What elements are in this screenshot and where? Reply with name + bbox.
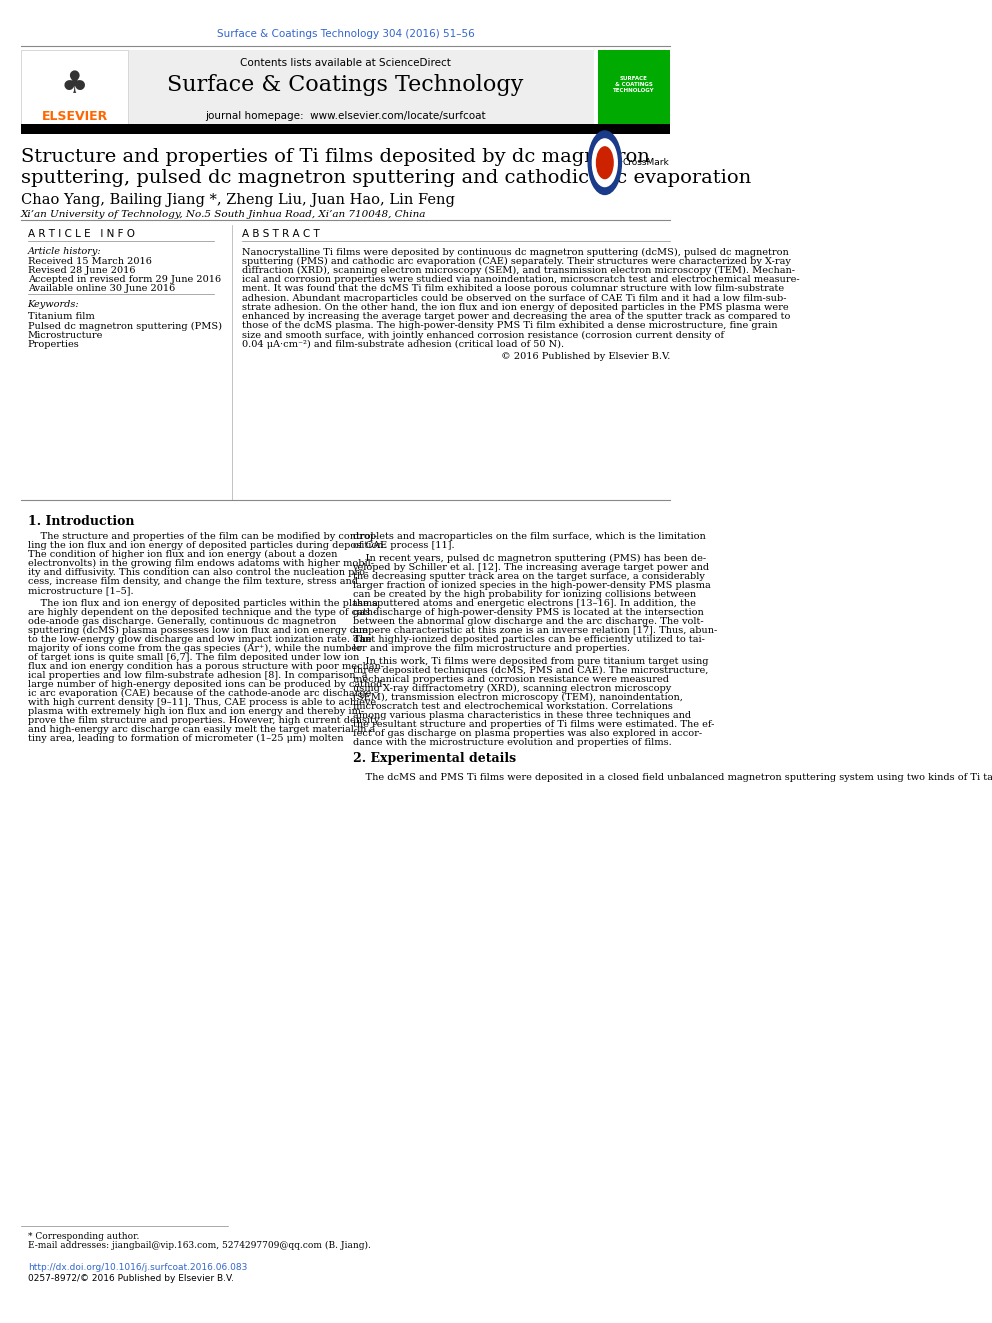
Text: diffraction (XRD), scanning electron microscopy (SEM), and transmission electron: diffraction (XRD), scanning electron mic…: [242, 266, 795, 275]
Text: E-mail addresses: jiangbail@vip.163.com, 5274297709@qq.com (B. Jiang).: E-mail addresses: jiangbail@vip.163.com,…: [28, 1241, 371, 1250]
Text: (SEM), transmission electron microscopy (TEM), nanoindentation,: (SEM), transmission electron microscopy …: [352, 693, 682, 701]
Text: dance with the microstructure evolution and properties of films.: dance with the microstructure evolution …: [352, 738, 672, 746]
Text: of target ions is quite small [6,7]. The film deposited under low ion: of target ions is quite small [6,7]. The…: [28, 652, 359, 662]
Text: ic arc evaporation (CAE) because of the cathode-anode arc discharge: ic arc evaporation (CAE) because of the …: [28, 689, 371, 697]
Text: 1. Introduction: 1. Introduction: [28, 515, 134, 528]
Text: Keywords:: Keywords:: [28, 300, 79, 310]
Text: Article history:: Article history:: [28, 247, 101, 257]
Text: to the low-energy glow discharge and low impact ionization rate. The: to the low-energy glow discharge and low…: [28, 635, 371, 644]
Text: Properties: Properties: [28, 340, 79, 349]
Text: those of the dcMS plasma. The high-power-density PMS Ti film exhibited a dense m: those of the dcMS plasma. The high-power…: [242, 321, 778, 331]
Text: veloped by Schiller et al. [12]. The increasing average target power and: veloped by Schiller et al. [12]. The inc…: [352, 562, 709, 572]
Text: and high-energy arc discharge can easily melt the target material in a: and high-energy arc discharge can easily…: [28, 725, 375, 734]
Text: strate adhesion. On the other hand, the ion flux and ion energy of deposited par: strate adhesion. On the other hand, the …: [242, 303, 789, 312]
Text: of CAE process [11].: of CAE process [11].: [352, 541, 454, 550]
Text: among various plasma characteristics in these three techniques and: among various plasma characteristics in …: [352, 710, 690, 720]
Text: with high current density [9–11]. Thus, CAE process is able to achieve: with high current density [9–11]. Thus, …: [28, 697, 376, 706]
Text: journal homepage:  www.elsevier.com/locate/surfcoat: journal homepage: www.elsevier.com/locat…: [205, 111, 486, 122]
Text: flux and ion energy condition has a porous structure with poor mechan-: flux and ion energy condition has a poro…: [28, 662, 384, 671]
Text: Contents lists available at ScienceDirect: Contents lists available at ScienceDirec…: [240, 58, 451, 69]
FancyBboxPatch shape: [21, 50, 128, 126]
Text: ment. It was found that the dcMS Ti film exhibited a loose porous columnar struc: ment. It was found that the dcMS Ti film…: [242, 284, 784, 294]
Text: the sputtered atoms and energetic electrons [13–16]. In addition, the: the sputtered atoms and energetic electr…: [352, 599, 695, 607]
Text: the resultant structure and properties of Ti films were estimated. The ef-: the resultant structure and properties o…: [352, 720, 714, 729]
Text: In recent years, pulsed dc magnetron sputtering (PMS) has been de-: In recent years, pulsed dc magnetron spu…: [352, 554, 705, 562]
Text: prove the film structure and properties. However, high current density: prove the film structure and properties.…: [28, 716, 379, 725]
Text: sputtering (PMS) and cathodic arc evaporation (CAE) separately. Their structures: sputtering (PMS) and cathodic arc evapor…: [242, 257, 791, 266]
Text: * Corresponding author.: * Corresponding author.: [28, 1232, 139, 1241]
Text: Nanocrystalline Ti films were deposited by continuous dc magnetron sputtering (d: Nanocrystalline Ti films were deposited …: [242, 247, 789, 257]
Text: sputtering, pulsed dc magnetron sputtering and cathodic arc evaporation: sputtering, pulsed dc magnetron sputteri…: [21, 169, 751, 188]
Text: large number of high-energy deposited ions can be produced by cathod-: large number of high-energy deposited io…: [28, 680, 385, 689]
Text: Chao Yang, Bailing Jiang *, Zheng Liu, Juan Hao, Lin Feng: Chao Yang, Bailing Jiang *, Zheng Liu, J…: [21, 193, 454, 208]
Text: ling the ion flux and ion energy of deposited particles during deposition.: ling the ion flux and ion energy of depo…: [28, 541, 386, 550]
Text: electronvolts) in the growing film endows adatoms with higher mobil-: electronvolts) in the growing film endow…: [28, 558, 374, 568]
Text: Pulsed dc magnetron sputtering (PMS): Pulsed dc magnetron sputtering (PMS): [28, 321, 221, 331]
Text: lor and improve the film microstructure and properties.: lor and improve the film microstructure …: [352, 644, 630, 652]
Text: plasma with extremely high ion flux and ion energy and thereby im-: plasma with extremely high ion flux and …: [28, 706, 364, 716]
Text: SURFACE
& COATINGS
TECHNOLOGY: SURFACE & COATINGS TECHNOLOGY: [613, 75, 655, 94]
Text: cess, increase film density, and change the film texture, stress and: cess, increase film density, and change …: [28, 577, 358, 586]
Text: larger fraction of ionized species in the high-power-density PMS plasma: larger fraction of ionized species in th…: [352, 581, 710, 590]
Text: tiny area, leading to formation of micrometer (1–25 μm) molten: tiny area, leading to formation of micro…: [28, 734, 343, 742]
Text: ical properties and low film-substrate adhesion [8]. In comparison, a: ical properties and low film-substrate a…: [28, 671, 367, 680]
Text: Revised 28 June 2016: Revised 28 June 2016: [28, 266, 135, 275]
Text: Titanium film: Titanium film: [28, 312, 94, 321]
Text: dant highly-ionized deposited particles can be efficiently utilized to tai-: dant highly-ionized deposited particles …: [352, 635, 704, 644]
Text: Received 15 March 2016: Received 15 March 2016: [28, 257, 152, 266]
Circle shape: [596, 147, 613, 179]
Text: A B S T R A C T: A B S T R A C T: [242, 229, 319, 239]
Circle shape: [588, 131, 621, 194]
Text: ode-anode gas discharge. Generally, continuous dc magnetron: ode-anode gas discharge. Generally, cont…: [28, 617, 336, 626]
Text: ELSEVIER: ELSEVIER: [42, 110, 108, 123]
Text: using X-ray diffractometry (XRD), scanning electron microscopy: using X-ray diffractometry (XRD), scanni…: [352, 684, 671, 693]
Text: CrossMark: CrossMark: [622, 159, 669, 167]
Text: microstructure [1–5].: microstructure [1–5].: [28, 586, 133, 595]
Text: mechanical properties and corrosion resistance were measured: mechanical properties and corrosion resi…: [352, 675, 669, 684]
Bar: [21, 124, 671, 134]
Text: gas discharge of high-power-density PMS is located at the intersection: gas discharge of high-power-density PMS …: [352, 607, 703, 617]
Text: three deposited techniques (dcMS, PMS and CAE). The microstructure,: three deposited techniques (dcMS, PMS an…: [352, 665, 708, 675]
Text: A R T I C L E   I N F O: A R T I C L E I N F O: [28, 229, 135, 239]
Text: Available online 30 June 2016: Available online 30 June 2016: [28, 284, 175, 294]
Text: © 2016 Published by Elsevier B.V.: © 2016 Published by Elsevier B.V.: [501, 352, 671, 361]
Text: 2. Experimental details: 2. Experimental details: [352, 751, 516, 765]
Text: size and smooth surface, with jointly enhanced corrosion resistance (corrosion c: size and smooth surface, with jointly en…: [242, 331, 724, 340]
Circle shape: [592, 139, 617, 187]
Text: Xi’an University of Technology, No.5 South Jinhua Road, Xi’an 710048, China: Xi’an University of Technology, No.5 Sou…: [21, 210, 427, 220]
Text: The dcMS and PMS Ti films were deposited in a closed field unbalanced magnetron : The dcMS and PMS Ti films were deposited…: [352, 773, 992, 782]
Text: enhanced by increasing the average target power and decreasing the area of the s: enhanced by increasing the average targe…: [242, 312, 791, 321]
Text: sputtering (dcMS) plasma possesses low ion flux and ion energy due: sputtering (dcMS) plasma possesses low i…: [28, 626, 368, 635]
Text: adhesion. Abundant macroparticles could be observed on the surface of CAE Ti fil: adhesion. Abundant macroparticles could …: [242, 294, 787, 303]
Text: fect of gas discharge on plasma properties was also explored in accor-: fect of gas discharge on plasma properti…: [352, 729, 701, 738]
Text: The condition of higher ion flux and ion energy (about a dozen: The condition of higher ion flux and ion…: [28, 550, 337, 558]
Text: are highly dependent on the deposited technique and the type of cath-: are highly dependent on the deposited te…: [28, 607, 376, 617]
Text: ♣: ♣: [61, 70, 88, 99]
Text: between the abnormal glow discharge and the arc discharge. The volt-: between the abnormal glow discharge and …: [352, 617, 703, 626]
Text: The ion flux and ion energy of deposited particles within the plasma: The ion flux and ion energy of deposited…: [28, 599, 378, 607]
Text: microscratch test and electrochemical workstation. Correlations: microscratch test and electrochemical wo…: [352, 701, 673, 710]
Text: 0.04 μA·cm⁻²) and film-substrate adhesion (critical load of 50 N).: 0.04 μA·cm⁻²) and film-substrate adhesio…: [242, 340, 564, 349]
FancyBboxPatch shape: [21, 50, 594, 126]
FancyBboxPatch shape: [598, 50, 671, 126]
Text: Structure and properties of Ti films deposited by dc magnetron: Structure and properties of Ti films dep…: [21, 148, 650, 167]
Text: droplets and macroparticles on the film surface, which is the limitation: droplets and macroparticles on the film …: [352, 532, 705, 541]
Text: Accepted in revised form 29 June 2016: Accepted in revised form 29 June 2016: [28, 275, 221, 284]
Text: ical and corrosion properties were studied via nanoindentation, microscratch tes: ical and corrosion properties were studi…: [242, 275, 800, 284]
Text: Surface & Coatings Technology: Surface & Coatings Technology: [168, 74, 524, 97]
Text: In this work, Ti films were deposited from pure titanium target using: In this work, Ti films were deposited fr…: [352, 656, 708, 665]
Text: ity and diffusivity. This condition can also control the nucleation pro-: ity and diffusivity. This condition can …: [28, 568, 368, 577]
Text: Surface & Coatings Technology 304 (2016) 51–56: Surface & Coatings Technology 304 (2016)…: [216, 29, 474, 40]
Text: can be created by the high probability for ionizing collisions between: can be created by the high probability f…: [352, 590, 695, 599]
Text: The structure and properties of the film can be modified by control-: The structure and properties of the film…: [28, 532, 377, 541]
Text: the decreasing sputter track area on the target surface, a considerably: the decreasing sputter track area on the…: [352, 572, 704, 581]
Text: majority of ions come from the gas species (Ar⁺), while the number: majority of ions come from the gas speci…: [28, 644, 361, 652]
Text: http://dx.doi.org/10.1016/j.surfcoat.2016.06.083: http://dx.doi.org/10.1016/j.surfcoat.201…: [28, 1263, 247, 1273]
Text: Microstructure: Microstructure: [28, 331, 103, 340]
Text: ampere characteristic at this zone is an inverse relation [17]. Thus, abun-: ampere characteristic at this zone is an…: [352, 626, 717, 635]
Text: 0257-8972/© 2016 Published by Elsevier B.V.: 0257-8972/© 2016 Published by Elsevier B…: [28, 1274, 233, 1283]
